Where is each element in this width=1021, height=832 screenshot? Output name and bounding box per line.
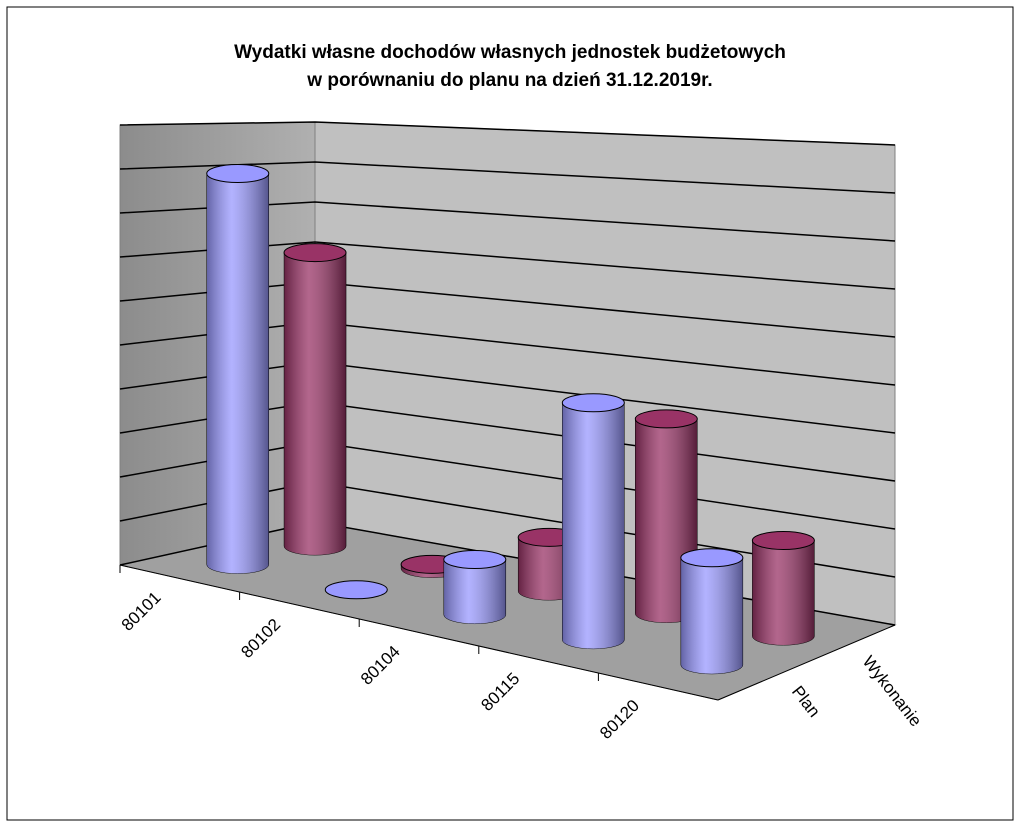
cylinder-shade bbox=[562, 402, 625, 649]
cylinder-top bbox=[680, 548, 744, 568]
chart-title: w porównaniu do planu na dzień 31.12.201… bbox=[306, 70, 712, 91]
cylinder-top bbox=[751, 531, 815, 551]
cylinder-shade bbox=[752, 540, 815, 646]
z-axis bbox=[717, 624, 896, 701]
legend-label: Wykonanie bbox=[859, 652, 926, 730]
cylinder-top bbox=[324, 580, 388, 600]
x-tick-label: 80101 bbox=[118, 588, 165, 635]
x-tick-label: 80115 bbox=[477, 669, 523, 715]
chart-title: Wydatki własne dochodów własnych jednost… bbox=[234, 42, 786, 63]
cylinder-top bbox=[283, 243, 347, 263]
grid-line bbox=[119, 241, 896, 290]
cylinder-top bbox=[634, 409, 698, 429]
cylinder-shade bbox=[680, 557, 743, 674]
grid-line bbox=[119, 161, 896, 194]
x-tick-label: 80104 bbox=[357, 642, 404, 689]
cylinder-shade bbox=[284, 252, 347, 556]
cylinder-shade bbox=[443, 559, 506, 624]
grid-line bbox=[119, 201, 896, 242]
cylinder-top bbox=[443, 549, 507, 569]
cylinder-top bbox=[561, 393, 625, 413]
cylinder-shade bbox=[206, 173, 269, 574]
legend-label: Plan bbox=[788, 682, 824, 721]
x-tick-label: 80120 bbox=[596, 696, 643, 743]
frame bbox=[6, 6, 1014, 821]
x-tick-label: 80102 bbox=[237, 615, 284, 662]
grid-line bbox=[119, 121, 896, 146]
x-axis bbox=[119, 564, 719, 701]
cylinder-top bbox=[206, 164, 270, 183]
